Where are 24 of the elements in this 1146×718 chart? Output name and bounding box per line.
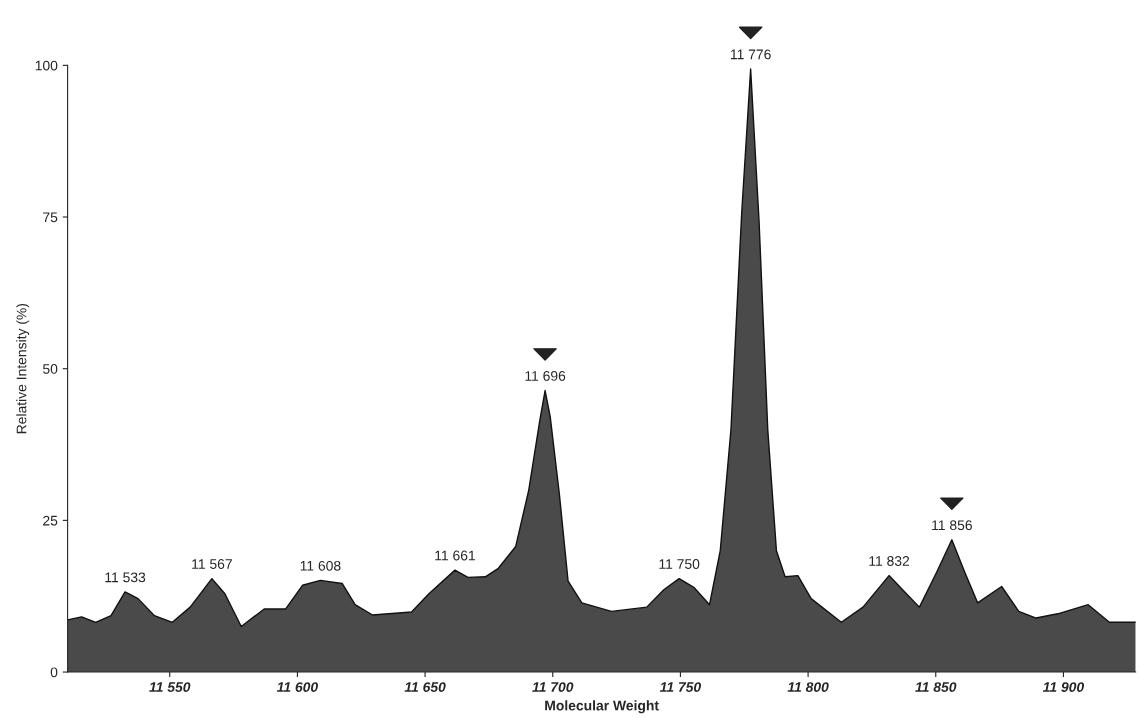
x-tick-label: 11 900 [1042, 682, 1085, 692]
annotation: 11 856 [932, 520, 972, 531]
x-tick-label: 11 700 [532, 682, 574, 692]
y-tick-label: 75 [43, 212, 58, 223]
x-tick-label: 11 750 [659, 682, 702, 692]
annotation: 11 696 [525, 371, 566, 381]
x-tick-label: 11 800 [787, 682, 829, 692]
x-tick-label: 11 550 [149, 682, 191, 692]
y-tick-label: 25 [43, 515, 58, 526]
y-axis-title: Relative Intensity (%) [16, 303, 30, 434]
x-tick-label: 11 650 [404, 682, 446, 692]
annotation: 11 832 [869, 556, 910, 566]
y-tick-label: 100 [35, 60, 58, 71]
annotation: 11 533 [105, 572, 146, 583]
annotation: 11 750 [659, 559, 700, 569]
annotation: 11 608 [300, 560, 341, 571]
y-tick-label: 0 [50, 667, 58, 678]
annotation: 11 661 [435, 550, 476, 561]
annotation: 11 567 [192, 559, 232, 569]
x-tick-label: 11 600 [276, 682, 319, 692]
x-axis-title: Molecular Weight [545, 700, 659, 714]
y-tick-label: 50 [43, 364, 58, 374]
x-tick-label: 11 850 [915, 682, 957, 692]
annotation: 11 776 [730, 49, 771, 60]
